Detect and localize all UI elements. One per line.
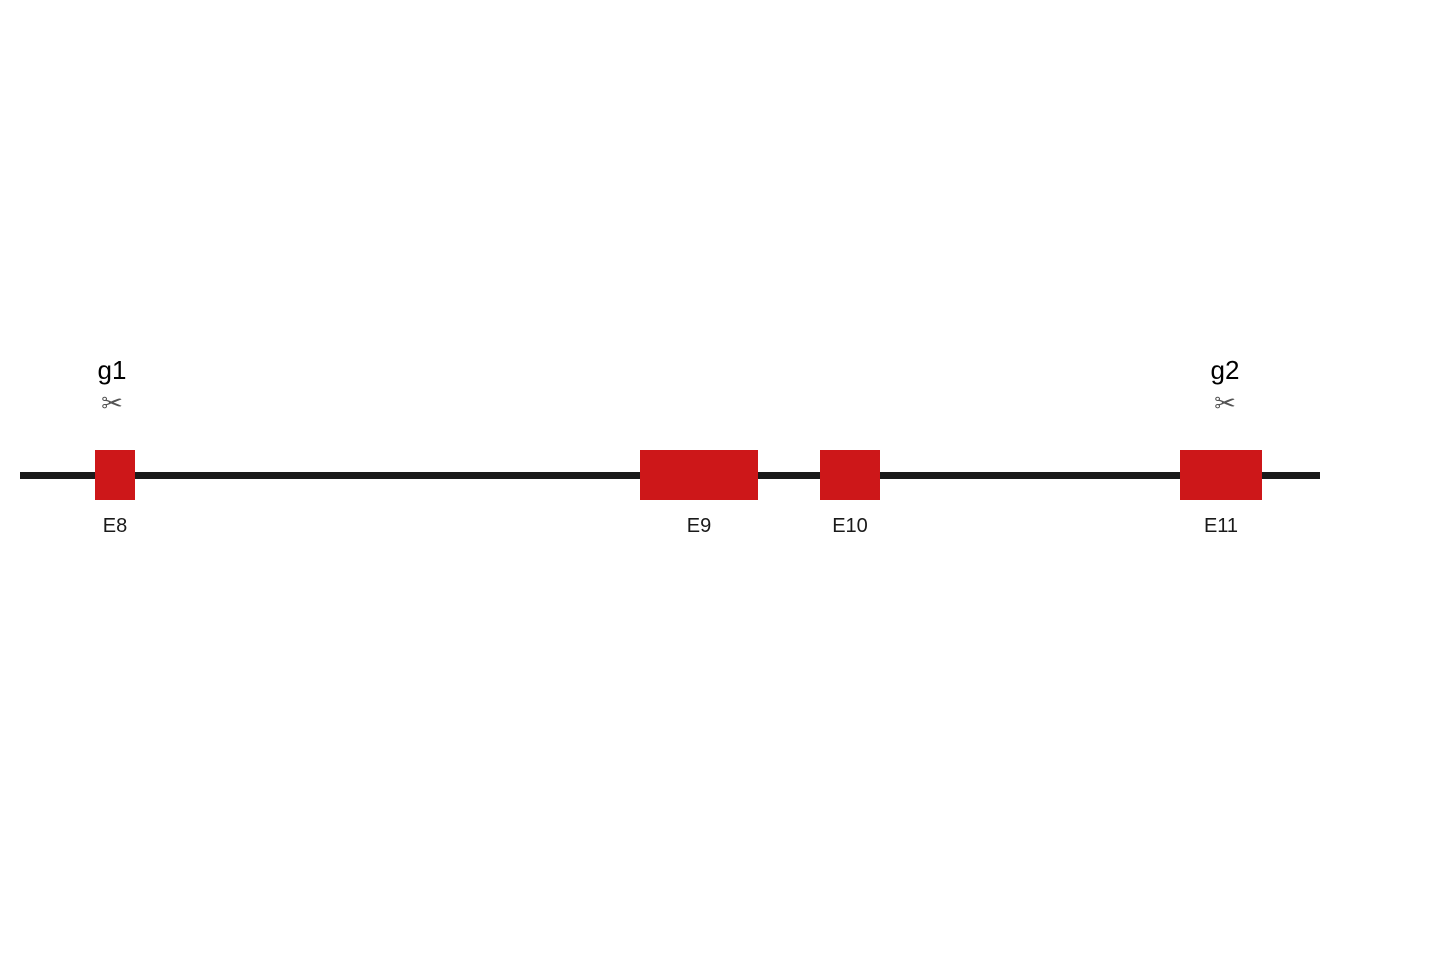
scissors-icon: ✂ bbox=[101, 390, 123, 416]
exon-label-E10: E10 bbox=[832, 515, 868, 538]
exon-label-E11: E11 bbox=[1204, 515, 1238, 538]
gene-diagram: E8 E9 E10 E11 g1 ✂ g2 ✂ bbox=[0, 0, 1440, 960]
exon-E9 bbox=[640, 450, 758, 500]
exon-label-E8: E8 bbox=[103, 515, 127, 538]
scissors-icon: ✂ bbox=[1214, 390, 1236, 416]
exon-E8 bbox=[95, 450, 135, 500]
exon-label-E9: E9 bbox=[687, 515, 711, 538]
guide-label-g2: g2 bbox=[1211, 355, 1240, 386]
exon-E11 bbox=[1180, 450, 1262, 500]
guide-label-g1: g1 bbox=[98, 355, 127, 386]
exon-E10 bbox=[820, 450, 880, 500]
